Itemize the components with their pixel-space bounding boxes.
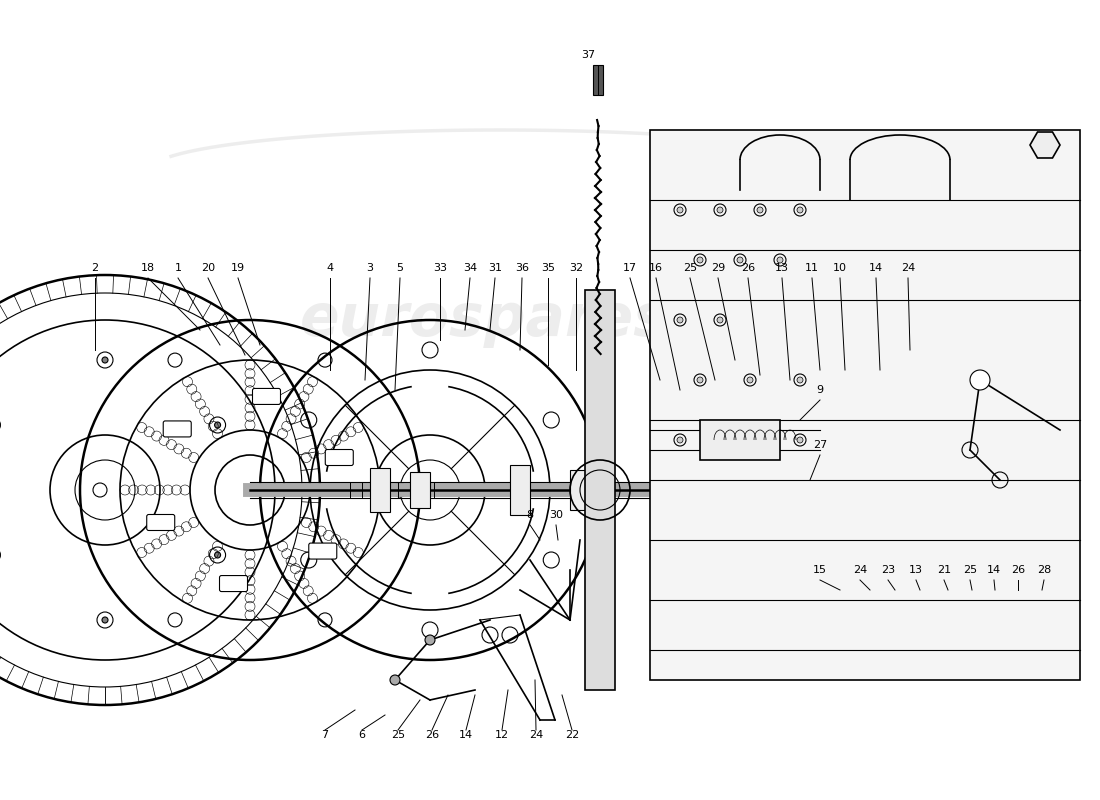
Text: 27: 27 <box>813 440 827 450</box>
Text: 28: 28 <box>1037 565 1052 575</box>
Text: 32: 32 <box>569 263 583 273</box>
Text: 21: 21 <box>937 565 952 575</box>
Circle shape <box>737 257 742 263</box>
Text: 11: 11 <box>805 263 820 273</box>
Text: 18: 18 <box>141 263 155 273</box>
Text: 20: 20 <box>201 263 216 273</box>
Polygon shape <box>1030 132 1060 158</box>
Text: 3: 3 <box>366 263 374 273</box>
Text: 22: 22 <box>565 730 579 740</box>
FancyBboxPatch shape <box>163 421 191 437</box>
Circle shape <box>717 317 723 323</box>
Text: 10: 10 <box>833 263 847 273</box>
Text: 34: 34 <box>463 263 477 273</box>
Text: 6: 6 <box>359 730 365 740</box>
Circle shape <box>102 357 108 363</box>
Text: 16: 16 <box>649 263 663 273</box>
FancyBboxPatch shape <box>146 514 175 530</box>
Text: 15: 15 <box>813 565 827 575</box>
Text: 2: 2 <box>91 263 99 273</box>
Polygon shape <box>370 468 390 512</box>
Text: 9: 9 <box>816 385 824 395</box>
Polygon shape <box>585 290 615 690</box>
Text: 23: 23 <box>881 565 895 575</box>
Circle shape <box>757 207 763 213</box>
Circle shape <box>747 377 754 383</box>
Circle shape <box>390 675 400 685</box>
Text: 25: 25 <box>390 730 405 740</box>
Text: 24: 24 <box>852 565 867 575</box>
Text: 5: 5 <box>396 263 404 273</box>
Text: 26: 26 <box>1011 565 1025 575</box>
Text: 14: 14 <box>869 263 883 273</box>
Text: 7: 7 <box>321 730 329 740</box>
Text: 24: 24 <box>529 730 543 740</box>
Polygon shape <box>510 465 530 515</box>
Text: 26: 26 <box>741 263 755 273</box>
Circle shape <box>717 207 723 213</box>
FancyBboxPatch shape <box>220 575 248 591</box>
Circle shape <box>676 437 683 443</box>
Circle shape <box>425 635 435 645</box>
Text: 37: 37 <box>581 50 595 60</box>
Polygon shape <box>410 472 430 508</box>
Polygon shape <box>593 65 603 95</box>
Text: 36: 36 <box>515 263 529 273</box>
Circle shape <box>717 437 723 443</box>
Text: 35: 35 <box>541 263 556 273</box>
Text: 19: 19 <box>231 263 245 273</box>
Circle shape <box>757 437 763 443</box>
Text: 14: 14 <box>987 565 1001 575</box>
Circle shape <box>102 617 108 623</box>
FancyBboxPatch shape <box>326 450 353 466</box>
Circle shape <box>798 377 803 383</box>
Text: 33: 33 <box>433 263 447 273</box>
Circle shape <box>214 422 221 428</box>
Polygon shape <box>650 130 1080 680</box>
Text: 1: 1 <box>175 263 182 273</box>
Circle shape <box>798 207 803 213</box>
Circle shape <box>777 257 783 263</box>
Text: eurospares: eurospares <box>300 291 669 349</box>
Text: 26: 26 <box>425 730 439 740</box>
Text: 13: 13 <box>909 565 923 575</box>
Polygon shape <box>570 470 590 510</box>
Text: 14: 14 <box>459 730 473 740</box>
FancyBboxPatch shape <box>253 389 280 405</box>
Text: 25: 25 <box>962 565 977 575</box>
Circle shape <box>697 257 703 263</box>
Text: 12: 12 <box>495 730 509 740</box>
Text: 4: 4 <box>327 263 333 273</box>
Text: 24: 24 <box>901 263 915 273</box>
Circle shape <box>798 437 803 443</box>
Text: 13: 13 <box>776 263 789 273</box>
Polygon shape <box>700 420 780 460</box>
FancyBboxPatch shape <box>309 543 337 559</box>
Circle shape <box>697 377 703 383</box>
Circle shape <box>676 207 683 213</box>
Text: 8: 8 <box>527 510 534 520</box>
Text: 25: 25 <box>683 263 697 273</box>
Text: 31: 31 <box>488 263 502 273</box>
Circle shape <box>676 317 683 323</box>
Circle shape <box>970 370 990 390</box>
Circle shape <box>214 552 221 558</box>
Text: 29: 29 <box>711 263 725 273</box>
Text: 17: 17 <box>623 263 637 273</box>
Text: 30: 30 <box>549 510 563 520</box>
